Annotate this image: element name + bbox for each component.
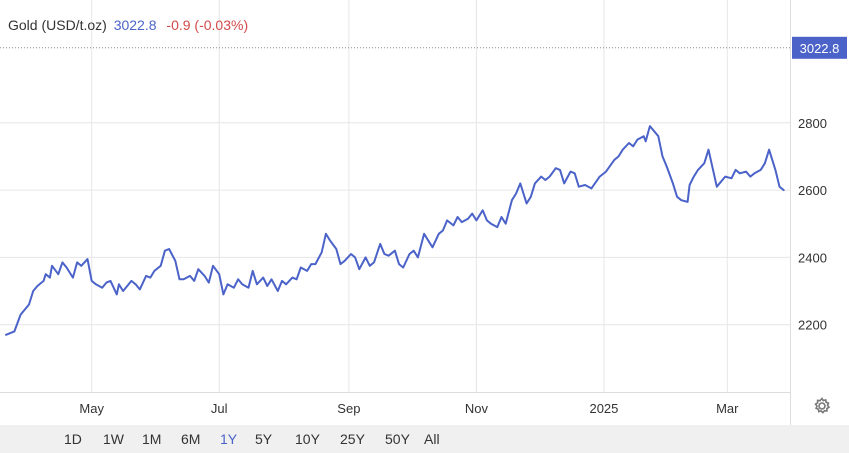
period-button-25y[interactable]: 25Y	[340, 431, 365, 447]
x-tick-label: Nov	[465, 401, 489, 416]
chart-header: Gold (USD/t.oz) 3022.8 -0.9 (-0.03%)	[8, 17, 248, 33]
x-tick-label: Mar	[716, 401, 739, 416]
gold-price-chart[interactable]: 3022.8 2200 2400 2600 2800 May Jul Sep Nov 2025 M…	[0, 0, 849, 425]
instrument-name: Gold (USD/t.oz)	[8, 17, 107, 33]
period-button-5y[interactable]: 5Y	[255, 431, 273, 447]
y-tick-label: 2200	[798, 318, 827, 333]
period-button-all[interactable]: All	[424, 431, 440, 447]
period-button-1w[interactable]: 1W	[103, 431, 124, 447]
series-layer	[5, 125, 785, 336]
x-tick-label: 2025	[589, 401, 618, 416]
period-selector: 1D 1W 1M 6M 1Y 5Y 10Y 25Y 50Y All	[0, 425, 849, 453]
x-tick-label: May	[79, 401, 104, 416]
price-change: -0.9 (-0.03%)	[166, 17, 249, 33]
y-tick-label: 2800	[798, 116, 827, 131]
y-tick-label: 2600	[798, 183, 827, 198]
price-tag-layer: 3022.8	[0, 36, 847, 59]
period-button-1m[interactable]: 1M	[142, 431, 162, 447]
x-tick-label: Jul	[211, 401, 228, 416]
period-button-1d[interactable]: 1D	[64, 431, 82, 447]
gear-icon[interactable]	[812, 396, 832, 416]
period-button-10y[interactable]: 10Y	[295, 431, 320, 447]
last-price-tag-label: 3022.8	[800, 41, 840, 56]
period-button-50y[interactable]: 50Y	[385, 431, 410, 447]
period-button-6m[interactable]: 6M	[181, 431, 201, 447]
y-tick-label: 2400	[798, 250, 827, 265]
tick-layer: 2200 2400 2600 2800 May Jul Sep Nov 2025 Mar	[79, 116, 826, 416]
last-price-tag	[792, 36, 847, 59]
price-series-line	[5, 125, 785, 336]
grid-layer	[0, 0, 791, 425]
chart-svg[interactable]: 3022.8 2200 2400 2600 2800 May Jul Sep Nov 2025 M…	[0, 0, 849, 425]
period-button-1y[interactable]: 1Y	[220, 431, 238, 447]
x-tick-label: Sep	[337, 401, 360, 416]
last-price: 3022.8	[113, 17, 157, 33]
